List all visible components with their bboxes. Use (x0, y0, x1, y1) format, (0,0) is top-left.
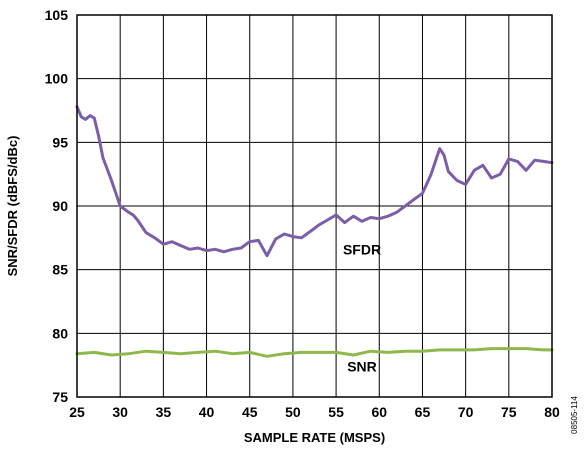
x-tick-label: 75 (501, 404, 517, 420)
y-tick-label: 80 (52, 325, 68, 341)
x-tick-label: 65 (415, 404, 431, 420)
y-axis-title: SNR/SFDR (dBFS/dBc) (5, 136, 20, 277)
series-lines (75, 105, 554, 358)
x-tick-label: 55 (328, 404, 344, 420)
x-tick-labels: 25 30 35 40 45 50 55 60 65 70 75 80 (69, 404, 560, 420)
x-tick-label: 25 (69, 404, 85, 420)
x-tick-label: 70 (458, 404, 474, 420)
figure-id: 08505-114 (570, 396, 579, 434)
grid (76, 14, 553, 398)
y-tick-label: 75 (52, 389, 68, 405)
series-line-snr (75, 347, 554, 358)
x-tick-label: 35 (156, 404, 172, 420)
plot-frame (76, 14, 553, 398)
y-tick-labels: 75 80 85 90 95 100 105 (45, 7, 69, 405)
annotation-sfdr: SFDR (343, 241, 381, 257)
x-axis-title: SAMPLE RATE (MSPS) (244, 430, 385, 445)
x-tick-label: 60 (371, 404, 387, 420)
series-annotations: SFDR SNR (343, 241, 381, 374)
x-tick-label: 40 (199, 404, 215, 420)
x-tick-label: 80 (544, 404, 560, 420)
x-tick-label: 30 (112, 404, 128, 420)
y-tick-label: 105 (45, 7, 69, 23)
y-tick-label: 100 (45, 71, 69, 87)
y-tick-label: 85 (52, 262, 68, 278)
y-tick-label: 95 (52, 134, 68, 150)
x-tick-label: 50 (285, 404, 301, 420)
annotation-snr: SNR (347, 359, 377, 375)
series-line-sfdr (75, 105, 554, 258)
y-tick-label: 90 (52, 198, 68, 214)
x-tick-label: 45 (242, 404, 258, 420)
